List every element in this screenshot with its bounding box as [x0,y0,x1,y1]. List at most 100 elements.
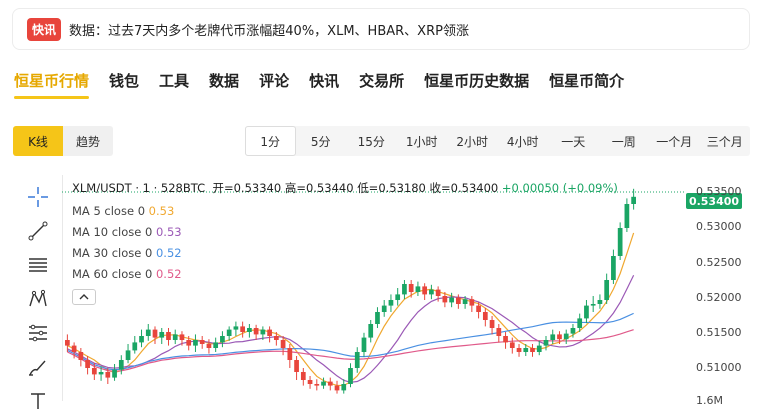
candle-body[interactable] [206,344,212,348]
candle-body[interactable] [503,336,508,343]
brush-tool[interactable] [18,350,58,384]
candle-body[interactable] [442,296,448,303]
interval-1h[interactable]: 1小时 [405,134,438,149]
nav-tab-market[interactable]: 恒星币行情 [14,70,90,99]
candle-body[interactable] [435,289,441,296]
candle-body[interactable] [112,369,117,378]
trendline-tool[interactable] [18,214,58,248]
candle-body[interactable] [422,286,428,295]
interval-2h[interactable]: 2小时 [456,134,489,149]
candle-body[interactable] [590,304,596,306]
candle-body[interactable] [253,328,259,335]
candle-body[interactable] [334,385,340,391]
candle-body[interactable] [476,305,481,312]
pattern-tool[interactable] [18,282,58,316]
candle-body[interactable] [584,305,589,319]
horizontal-lines-tool[interactable] [18,248,58,282]
crosshair-tool[interactable] [18,180,58,214]
candle-body[interactable] [327,381,333,386]
candle-body[interactable] [321,381,326,386]
candle-body[interactable] [462,299,468,304]
ma60-row[interactable]: MA 60 close 0 0.52 [72,267,618,288]
news-headline[interactable]: 数据：过去7天内多个老牌代币涨幅超40%，XLM、HBAR、XRP领涨 [69,23,469,39]
interval-4h[interactable]: 4小时 [506,134,539,149]
candle-body[interactable] [91,368,97,375]
candle-body[interactable] [139,336,144,343]
candle-body[interactable] [489,320,495,328]
candle-body[interactable] [449,297,454,303]
candle-body[interactable] [145,329,151,336]
candle-body[interactable] [570,328,576,334]
kline-button[interactable]: K线 [13,126,63,156]
candle-body[interactable] [604,280,610,300]
interval-1mo[interactable]: 一个月 [656,134,693,149]
candle-body[interactable] [341,384,347,391]
candle-body[interactable] [267,329,272,336]
candle-body[interactable] [543,340,549,346]
candle-body[interactable] [361,337,367,352]
candle-body[interactable] [220,336,225,343]
candle-body[interactable] [509,342,515,348]
candle-body[interactable] [469,299,475,306]
candle-body[interactable] [516,348,522,352]
candle-body[interactable] [260,329,266,335]
nav-tab-history[interactable]: 恒星币历史数据 [424,72,530,90]
candle-body[interactable] [213,342,219,348]
candle-body[interactable] [152,329,158,338]
candle-body[interactable] [179,334,185,340]
nav-tab-comments[interactable]: 评论 [259,72,290,90]
candle-body[interactable] [226,329,232,336]
candle-body[interactable] [415,286,421,292]
candle-body[interactable] [611,256,616,280]
candle-body[interactable] [105,372,111,378]
fibonacci-tool[interactable] [18,316,58,350]
candle-body[interactable] [617,228,623,256]
candle-body[interactable] [381,305,387,312]
candle-body[interactable] [455,297,461,304]
candle-body[interactable] [273,336,279,340]
interval-1m[interactable]: 1分 [245,126,296,156]
ma10-row[interactable]: MA 10 close 0 0.53 [72,225,618,246]
candle-body[interactable] [408,284,414,292]
candle-body[interactable] [199,340,205,344]
candle-body[interactable] [307,380,313,384]
ma5-row[interactable]: MA 5 close 0 0.53 [72,204,618,225]
candle-body[interactable] [159,332,165,338]
legend-collapse-button[interactable] [72,289,96,305]
candle-body[interactable] [132,342,138,351]
candle-body[interactable] [314,384,320,386]
candle-body[interactable] [233,326,239,330]
nav-tab-tools[interactable]: 工具 [159,72,190,90]
symbol-label[interactable]: XLM/USDT · 1 · 528BTC [72,181,206,195]
candle-body[interactable] [624,204,630,228]
candle-body[interactable] [125,350,131,360]
text-tool[interactable] [18,384,58,418]
candle-body[interactable] [280,340,286,348]
candle-body[interactable] [523,348,529,352]
interval-1w[interactable]: 一周 [611,134,636,149]
candle-body[interactable] [395,294,401,300]
candle-body[interactable] [550,334,556,340]
candle-body[interactable] [166,332,171,340]
candle-body[interactable] [536,345,542,352]
candle-body[interactable] [375,312,380,324]
candle-body[interactable] [71,345,77,352]
candle-body[interactable] [530,348,535,352]
candle-body[interactable] [294,360,299,372]
candle-body[interactable] [65,340,70,346]
interval-5m[interactable]: 5分 [310,134,331,149]
candle-body[interactable] [388,300,394,306]
candle-body[interactable] [78,352,84,360]
candle-body[interactable] [354,352,360,368]
candle-body[interactable] [240,326,246,332]
ma30-row[interactable]: MA 30 close 0 0.52 [72,246,618,267]
candle-body[interactable] [247,328,252,332]
candle-body[interactable] [482,312,488,320]
candle-body[interactable] [597,300,603,304]
nav-tab-wallet[interactable]: 钱包 [109,72,140,90]
candle-body[interactable] [368,324,374,338]
candle-body[interactable] [118,360,124,370]
trend-button[interactable]: 趋势 [63,126,113,156]
candle-body[interactable] [563,333,569,340]
interval-15m[interactable]: 15分 [357,134,385,149]
